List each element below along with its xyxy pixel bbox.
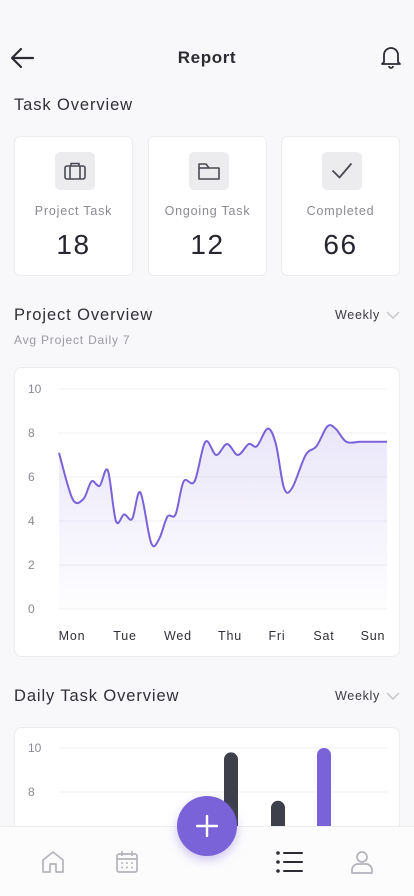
y-tick-label: 2 — [28, 558, 35, 572]
add-button[interactable] — [177, 796, 237, 856]
card-label: Project Task — [34, 204, 113, 218]
period-label: Weekly — [335, 689, 380, 703]
daily-period-dropdown[interactable]: Weekly — [335, 689, 400, 703]
period-label: Weekly — [335, 308, 380, 322]
y-tick-label: 4 — [28, 514, 35, 528]
list-icon — [276, 851, 303, 873]
project-chart-card: 10 8 6 4 2 0 Mon Tue Wed Thu Fri Sat Sun — [14, 367, 400, 657]
card-label: Completed — [306, 204, 375, 218]
check-icon-box — [322, 152, 362, 190]
ongoing-task-card[interactable]: Ongoing Task 12 — [148, 136, 267, 276]
tab-profile[interactable] — [347, 847, 377, 877]
home-icon — [42, 851, 64, 873]
back-button[interactable] — [10, 46, 36, 70]
x-tick-label: Mon — [59, 629, 86, 643]
x-tick-label: Sat — [313, 629, 334, 643]
chevron-down-icon — [386, 311, 400, 319]
plus-icon — [196, 815, 218, 837]
area-fill — [59, 425, 387, 609]
x-tick-label: Thu — [218, 629, 242, 643]
notification-button[interactable] — [380, 45, 402, 69]
task-overview-title: Task Overview — [14, 96, 133, 114]
y-tick-label: 8 — [28, 426, 35, 440]
y-tick-label: 10 — [28, 741, 42, 755]
x-tick-label: Wed — [164, 629, 192, 643]
x-tick-label: Sun — [361, 629, 386, 643]
profile-icon — [351, 851, 373, 874]
daily-task-overview-title: Daily Task Overview — [14, 687, 180, 705]
y-tick-label: 8 — [28, 785, 35, 799]
folder-icon-box — [189, 152, 229, 190]
task-cards: Project Task 18 Ongoing Task 12 Complete… — [14, 136, 400, 276]
card-value: 18 — [56, 229, 91, 260]
briefcase-icon-box — [55, 152, 95, 190]
tab-home[interactable] — [38, 847, 68, 877]
x-tick-label: Tue — [113, 629, 136, 643]
project-overview-subtitle: Avg Project Daily 7 — [14, 333, 131, 347]
project-task-card[interactable]: Project Task 18 — [14, 136, 133, 276]
briefcase-icon — [64, 162, 86, 180]
tab-calendar[interactable] — [112, 847, 142, 877]
check-icon — [332, 163, 352, 179]
calendar-icon — [116, 851, 138, 873]
project-area-chart: 10 8 6 4 2 0 Mon Tue Wed Thu Fri Sat Sun — [28, 382, 388, 643]
folder-icon — [198, 163, 220, 180]
completed-card[interactable]: Completed 66 — [281, 136, 400, 276]
card-value: 66 — [323, 229, 358, 260]
y-tick-label: 10 — [28, 382, 42, 396]
period-dropdown[interactable]: Weekly — [335, 308, 400, 322]
chevron-down-icon — [386, 692, 400, 700]
bell-icon — [381, 47, 401, 69]
page-title: Report — [177, 48, 237, 67]
header: Report — [0, 36, 414, 80]
card-value: 12 — [190, 229, 225, 260]
tab-list[interactable] — [274, 847, 304, 877]
project-overview-title: Project Overview — [14, 306, 154, 324]
card-label: Ongoing Task — [164, 204, 251, 218]
arrow-left-icon — [10, 47, 35, 69]
y-tick-label: 0 — [28, 602, 35, 616]
y-tick-label: 6 — [28, 470, 35, 484]
x-tick-label: Fri — [269, 629, 286, 643]
